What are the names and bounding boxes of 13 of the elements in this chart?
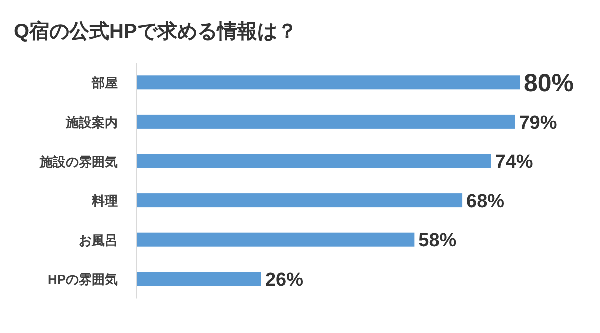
data-label: 74% xyxy=(495,152,534,174)
data-label: 80% xyxy=(524,70,574,98)
category-label: 施設の雰囲気 xyxy=(40,154,118,170)
data-label: 26% xyxy=(265,270,304,291)
category-label: 部屋 xyxy=(92,76,118,91)
category-label: HPの雰囲気 xyxy=(48,272,118,288)
category-label: 料理 xyxy=(92,194,118,209)
category-label: お風呂 xyxy=(79,232,118,248)
title: Q宿の公式HPで求める情報は？ xyxy=(14,21,298,43)
category-label: 施設案内 xyxy=(66,114,118,130)
data-label: 68% xyxy=(466,191,505,212)
data-label: 79% xyxy=(519,112,558,134)
data-label: 58% xyxy=(418,230,457,252)
